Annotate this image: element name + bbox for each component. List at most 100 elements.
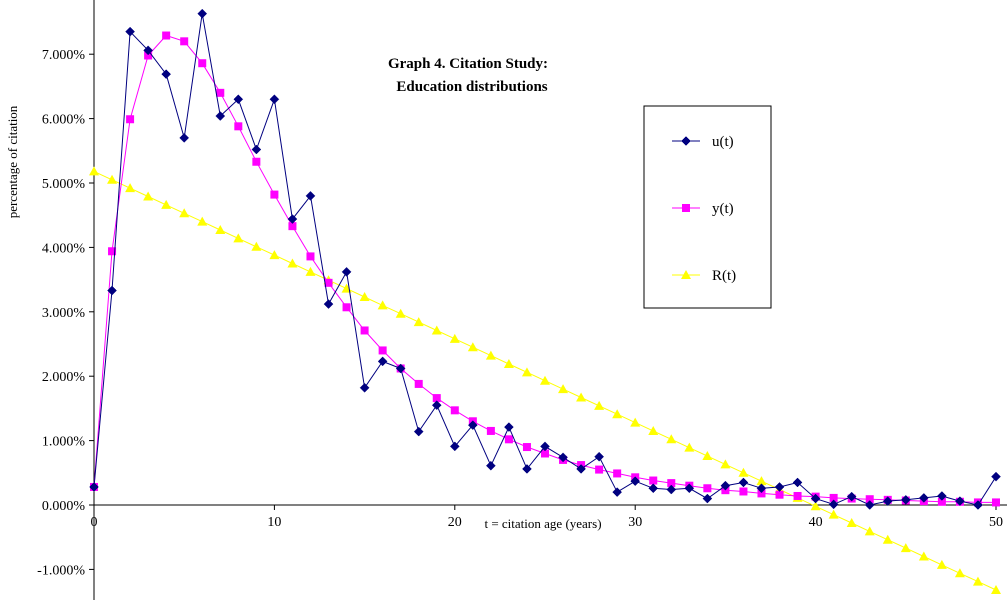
data-point [180,37,189,46]
data-point [720,459,731,469]
data-point [684,442,695,452]
data-point [269,250,280,260]
legend-box [643,105,772,309]
y-tick-label: 1.000% [42,435,86,450]
data-point [126,115,135,124]
data-point [306,252,315,261]
data-point [234,122,243,131]
data-point [613,469,622,478]
data-point [324,278,333,287]
data-point [630,417,641,427]
data-point [829,493,838,502]
data-point [108,247,117,256]
data-point [576,392,587,402]
data-point [125,183,136,193]
data-point [179,133,190,143]
data-point [162,31,171,40]
data-point [197,216,208,226]
data-point [991,471,1001,482]
legend-swatch-marker [681,136,691,146]
data-point [594,400,605,410]
data-point [467,420,478,430]
data-point [89,166,99,176]
data-point [900,494,911,505]
data-point [485,350,496,360]
data-point [648,483,659,494]
axis-ticks: 0 10 20 30 40 50 -1.000% 0.000% 1.000% 2.000% 3.00… [37,48,1003,578]
legend-item: y(t) [672,201,734,217]
data-point [954,568,965,578]
data-point [395,363,406,374]
data-point [341,267,352,277]
data-point [450,406,459,415]
data-point [503,358,514,368]
data-point [739,487,748,496]
data-point [504,435,513,444]
data-point [269,94,280,105]
data-point [594,451,604,462]
data-point [864,500,875,510]
data-point [395,308,406,318]
legend-item: R(t) [672,268,736,284]
x-tick-label: 30 [628,515,642,530]
data-point [197,8,208,19]
data-point [305,191,316,201]
data-point [377,300,388,310]
data-point [774,482,785,492]
data-point [270,190,279,199]
data-point [702,493,713,504]
data-point [305,266,316,276]
data-point [198,59,207,68]
data-point [702,451,713,461]
data-point [810,493,821,504]
data-point [558,384,569,394]
data-point [738,467,749,477]
data-point [143,45,153,56]
data-point [504,422,514,432]
data-point [288,222,297,231]
data-point [756,476,767,486]
data-point [937,491,947,501]
data-point [144,51,153,60]
y-tick-label: 0.000% [42,499,86,514]
data-point [215,225,226,235]
data-point [828,509,839,519]
data-point [792,477,803,488]
data-point [413,426,424,437]
data-point [449,333,460,343]
data-point [431,400,442,411]
data-point [360,326,369,335]
data-point [666,484,677,495]
data-point [846,491,857,502]
data-point [865,495,874,504]
y-tick-label: 2.000% [42,370,86,385]
data-point [413,317,424,327]
data-point [918,493,929,503]
series-r [89,166,1001,595]
data-point [359,382,370,393]
data-point [828,499,839,510]
data-point [973,500,983,510]
legend-items: u(t) y(t) R(t) [672,134,736,284]
data-point [449,441,460,452]
data-point [720,480,731,491]
data-point [287,258,298,268]
x-tick-label: 50 [989,515,1003,530]
series-line [93,34,996,503]
series-y [90,31,1000,507]
data-point [918,551,929,561]
legend-label: R(t) [712,268,736,284]
data-point [179,208,190,218]
y-tick-label: 7.000% [42,48,86,63]
legend-item: u(t) [672,134,734,150]
data-point [521,367,532,377]
chart-subtitle: Education distributions [396,79,547,95]
data-point [323,299,334,309]
data-point [161,69,172,80]
data-point [143,191,154,201]
y-tick-label: 3.000% [42,306,86,321]
data-point [486,426,495,435]
data-point [107,174,118,184]
y-tick-label: 5.000% [42,177,86,192]
